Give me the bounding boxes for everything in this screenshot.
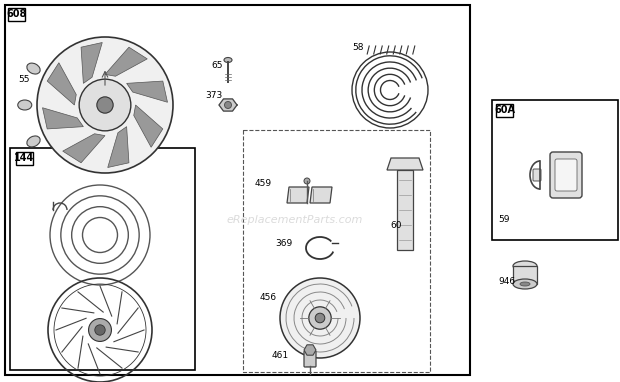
Circle shape [309, 307, 331, 329]
Text: 369: 369 [275, 238, 292, 248]
Polygon shape [47, 63, 76, 105]
Circle shape [89, 319, 112, 342]
Bar [8, 8, 25, 21]
Circle shape [224, 102, 231, 108]
Circle shape [280, 278, 360, 358]
FancyBboxPatch shape [533, 169, 541, 181]
Polygon shape [63, 134, 105, 163]
Text: 456: 456 [260, 293, 277, 303]
Text: 60A: 60A [494, 105, 515, 115]
Circle shape [95, 325, 105, 335]
Bar [10, 148, 195, 370]
Bar [16, 152, 33, 165]
Ellipse shape [513, 279, 537, 289]
Bar [513, 266, 537, 284]
Polygon shape [219, 99, 237, 111]
Polygon shape [43, 108, 83, 129]
Polygon shape [287, 187, 309, 203]
Ellipse shape [224, 58, 232, 63]
Bar [496, 104, 513, 117]
Text: 58: 58 [352, 44, 363, 52]
Ellipse shape [27, 136, 40, 147]
Text: 946: 946 [498, 277, 515, 286]
Circle shape [315, 313, 325, 323]
Polygon shape [108, 127, 129, 167]
Text: 608: 608 [6, 9, 27, 19]
Circle shape [79, 79, 131, 131]
Bar [5, 5, 470, 375]
Text: 55: 55 [18, 76, 30, 84]
Text: 461: 461 [272, 351, 289, 359]
Ellipse shape [27, 63, 40, 74]
FancyBboxPatch shape [550, 152, 582, 198]
FancyBboxPatch shape [555, 159, 577, 191]
Polygon shape [105, 47, 148, 76]
Ellipse shape [513, 261, 537, 271]
Ellipse shape [18, 100, 32, 110]
FancyBboxPatch shape [304, 351, 316, 367]
Polygon shape [397, 170, 413, 250]
Circle shape [304, 178, 310, 184]
Polygon shape [126, 81, 167, 102]
Circle shape [97, 97, 113, 113]
Polygon shape [304, 345, 316, 355]
Ellipse shape [520, 282, 530, 286]
Bar [243, 130, 430, 372]
Text: 65: 65 [211, 60, 223, 70]
Text: eReplacementParts.com: eReplacementParts.com [227, 215, 363, 225]
Circle shape [37, 37, 173, 173]
Text: 459: 459 [255, 178, 272, 188]
Polygon shape [81, 42, 102, 83]
Polygon shape [134, 105, 163, 147]
Polygon shape [310, 187, 332, 203]
Text: 373: 373 [205, 91, 222, 99]
Text: 60: 60 [390, 220, 402, 230]
Polygon shape [387, 158, 423, 170]
Text: 59: 59 [498, 215, 510, 225]
Bar [492, 100, 618, 240]
Text: 144: 144 [14, 153, 35, 163]
